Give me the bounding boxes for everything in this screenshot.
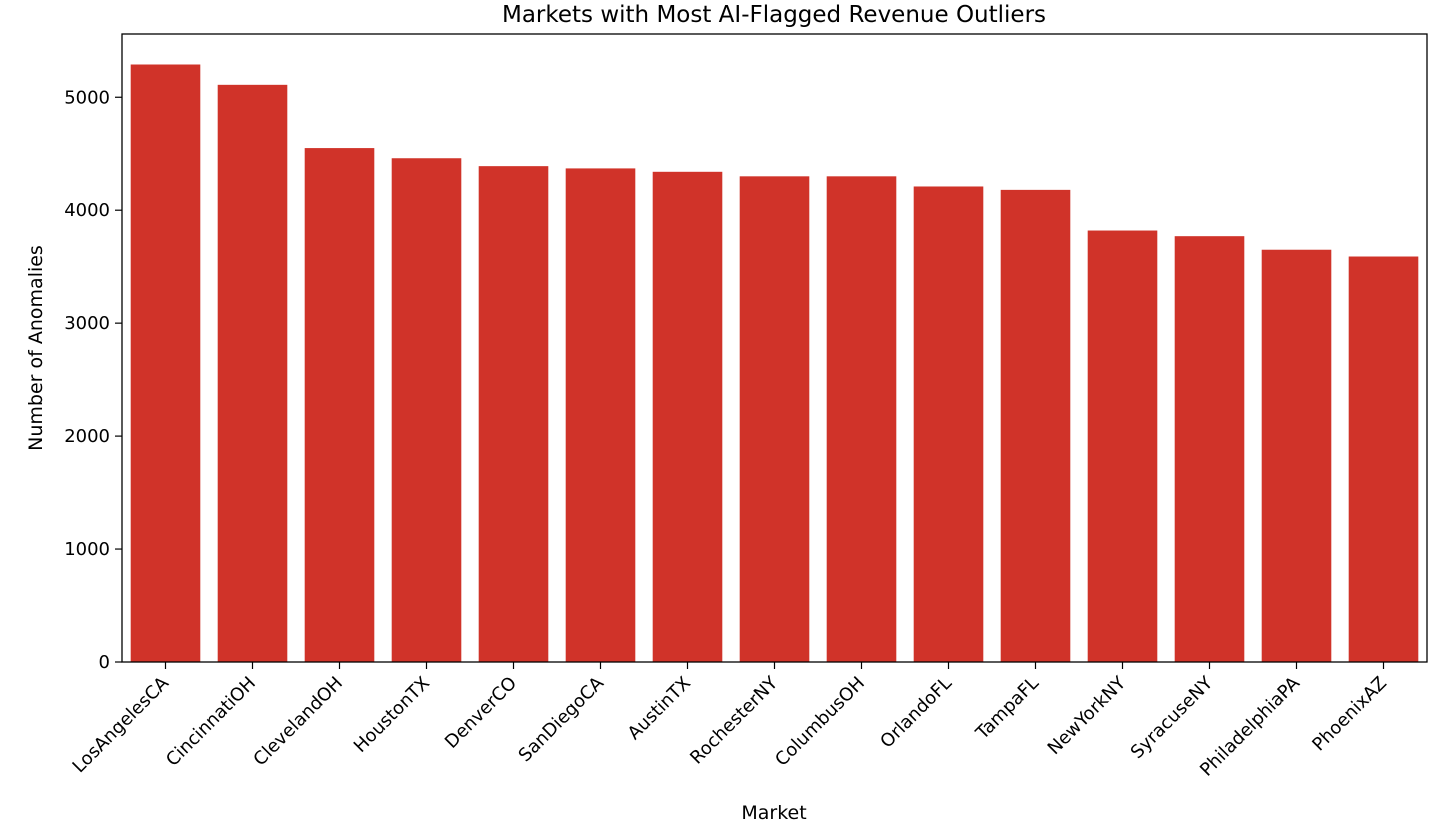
chart-title: Markets with Most AI-Flagged Revenue Out…	[502, 2, 1046, 28]
y-axis: 0 1000 2000 3000 4000 5000	[64, 87, 122, 673]
y-axis-label: Number of Anomalies	[25, 245, 47, 451]
x-tick-label: PhoenixAZ	[1308, 673, 1391, 756]
x-tick-label: RochesterNY	[686, 672, 782, 768]
bar-OrlandoFL	[913, 186, 984, 663]
x-tick-label: LosAngelesCA	[69, 672, 174, 777]
y-tick-label: 2000	[64, 426, 110, 447]
bars-layer	[130, 64, 1419, 663]
bar-PhiladelphiaPA	[1261, 249, 1332, 663]
x-tick-label: OrlandoFL	[876, 673, 956, 753]
x-tick-label: SyracuseNY	[1127, 672, 1218, 763]
bar-RochesterNY	[739, 176, 810, 662]
bar-SyracuseNY	[1174, 236, 1245, 662]
x-tick-label: NewYorkNY	[1044, 672, 1131, 759]
bar-HoustonTX	[391, 158, 462, 663]
bar-SanDiegoCA	[565, 168, 636, 662]
bar-ColumbusOH	[826, 176, 897, 662]
bar-TampaFL	[1000, 189, 1071, 662]
x-tick-label: DenverCO	[441, 673, 521, 753]
x-tick-label: SanDiegoCA	[515, 672, 609, 766]
bar-CincinnatiOH	[217, 84, 288, 662]
x-tick-label: ClevelandOH	[249, 673, 347, 771]
bar-ClevelandOH	[304, 148, 375, 662]
bar-AustinTX	[652, 171, 723, 663]
bar-PhoenixAZ	[1348, 256, 1419, 662]
x-tick-label: HoustonTX	[350, 673, 434, 757]
bar-LosAngelesCA	[130, 64, 201, 662]
y-tick-label: 4000	[64, 200, 110, 221]
x-tick-label: CincinnatiOH	[162, 673, 260, 771]
y-tick-label: 0	[99, 652, 110, 673]
x-tick-label: TampaFL	[971, 673, 1043, 745]
y-tick-label: 1000	[64, 539, 110, 560]
y-tick-label: 3000	[64, 313, 110, 334]
x-tick-label: ColumbusOH	[771, 673, 869, 771]
bar-DenverCO	[478, 166, 549, 662]
y-tick-label: 5000	[64, 87, 110, 108]
bar-NewYorkNY	[1087, 230, 1158, 662]
plot-frame	[121, 33, 1428, 663]
x-tick-label: AustinTX	[624, 673, 695, 744]
x-axis-label: Market	[741, 802, 806, 824]
